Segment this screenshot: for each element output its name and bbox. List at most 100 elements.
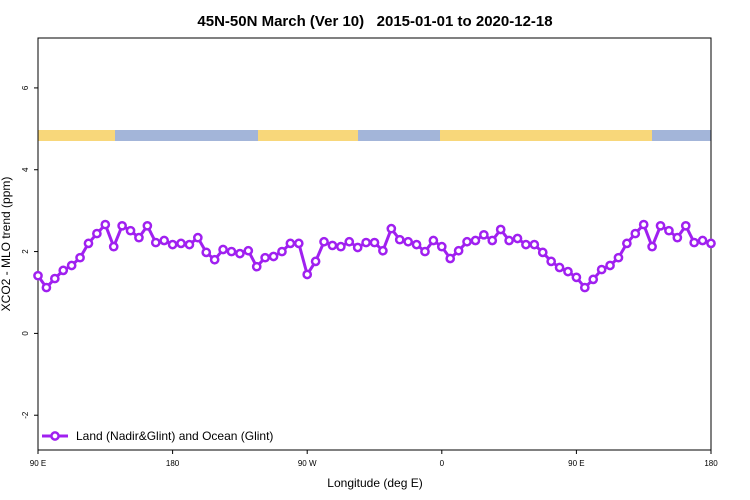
point bbox=[394, 234, 405, 245]
point bbox=[319, 236, 329, 247]
point bbox=[66, 260, 77, 271]
point bbox=[664, 225, 674, 236]
point bbox=[638, 219, 649, 230]
point bbox=[108, 241, 119, 252]
point bbox=[655, 220, 666, 231]
x-tick-label: 0 bbox=[440, 459, 445, 468]
point bbox=[512, 233, 523, 244]
point bbox=[310, 256, 321, 267]
point bbox=[537, 247, 548, 258]
point bbox=[117, 220, 127, 231]
y-tick-label: 6 bbox=[21, 85, 30, 90]
point bbox=[192, 232, 203, 243]
point bbox=[462, 236, 472, 247]
x-tick-label: 180 bbox=[166, 459, 180, 468]
point bbox=[251, 261, 262, 272]
point bbox=[159, 235, 170, 246]
point bbox=[201, 247, 212, 258]
point bbox=[689, 237, 700, 248]
point bbox=[327, 240, 338, 251]
x-tick-label: 90 W bbox=[298, 459, 317, 468]
y-tick-label: 4 bbox=[21, 167, 30, 172]
point bbox=[445, 253, 456, 264]
point bbox=[33, 270, 43, 281]
point bbox=[588, 274, 599, 285]
y-tick-label: 0 bbox=[21, 331, 30, 336]
point bbox=[622, 238, 632, 249]
point bbox=[142, 220, 153, 231]
x-tick-label: 90 E bbox=[568, 459, 584, 468]
ocean bbox=[38, 130, 711, 141]
point bbox=[706, 238, 716, 249]
point bbox=[605, 260, 615, 271]
x-tick-label: 90 E bbox=[30, 459, 46, 468]
point bbox=[235, 248, 245, 259]
point bbox=[647, 241, 657, 252]
point bbox=[470, 235, 481, 246]
point bbox=[579, 282, 590, 293]
point bbox=[100, 219, 111, 230]
point bbox=[613, 252, 624, 263]
land bbox=[258, 130, 358, 141]
point bbox=[596, 264, 607, 275]
point bbox=[487, 235, 498, 246]
point bbox=[226, 246, 237, 257]
point bbox=[529, 239, 540, 250]
point bbox=[218, 244, 228, 255]
point bbox=[260, 252, 270, 263]
point bbox=[428, 235, 439, 246]
point bbox=[277, 246, 287, 257]
point bbox=[361, 237, 371, 248]
point bbox=[352, 242, 363, 253]
point bbox=[479, 229, 489, 240]
point bbox=[546, 256, 557, 267]
point bbox=[386, 223, 397, 234]
point bbox=[83, 238, 94, 249]
point bbox=[268, 251, 279, 262]
point bbox=[125, 225, 136, 236]
point bbox=[403, 236, 413, 247]
point bbox=[92, 228, 102, 239]
land bbox=[38, 130, 115, 141]
point bbox=[285, 238, 296, 249]
point bbox=[680, 220, 691, 231]
point bbox=[504, 235, 514, 246]
point bbox=[495, 224, 506, 235]
point bbox=[134, 232, 144, 243]
point bbox=[75, 252, 85, 263]
legend-label: Land (Nadir&Glint) and Ocean (Glint) bbox=[76, 429, 273, 443]
point bbox=[302, 269, 313, 280]
x-axis-label: Longitude (deg E) bbox=[327, 476, 422, 490]
point bbox=[571, 272, 582, 283]
point bbox=[378, 245, 388, 256]
point bbox=[176, 238, 186, 249]
point bbox=[453, 245, 464, 256]
point bbox=[554, 262, 565, 273]
y-axis-label: XCO2 - MLO trend (ppm) bbox=[0, 177, 13, 312]
point bbox=[369, 237, 380, 248]
point bbox=[293, 238, 304, 249]
point bbox=[58, 265, 69, 276]
y-tick-label: -2 bbox=[21, 411, 30, 419]
land bbox=[440, 130, 652, 141]
point bbox=[521, 239, 531, 250]
land-ocean-band bbox=[38, 130, 711, 141]
point bbox=[209, 254, 220, 265]
point bbox=[167, 239, 178, 250]
point bbox=[420, 246, 430, 257]
point bbox=[336, 241, 346, 252]
x-tick-label: 180 bbox=[704, 459, 718, 468]
point bbox=[436, 241, 447, 252]
legend-marker bbox=[50, 431, 60, 441]
point bbox=[150, 237, 161, 248]
point bbox=[411, 239, 422, 250]
y-tick-label: 2 bbox=[21, 249, 30, 254]
point bbox=[184, 239, 195, 250]
point bbox=[672, 232, 683, 243]
point bbox=[630, 228, 641, 239]
chart-title: 45N-50N March (Ver 10) 2015-01-01 to 202… bbox=[197, 13, 552, 30]
point bbox=[41, 282, 52, 293]
point bbox=[243, 245, 254, 256]
point bbox=[49, 273, 60, 284]
